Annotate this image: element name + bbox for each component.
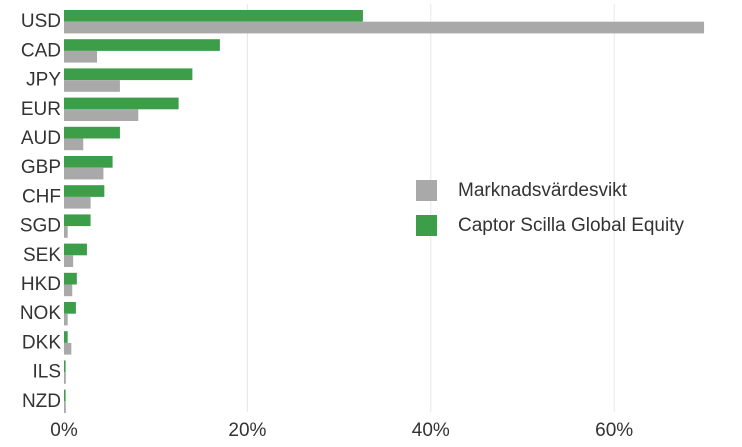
bar-aud-captor-scilla-global-equity <box>64 126 120 139</box>
bar-nzd-captor-scilla-global-equity <box>64 389 66 402</box>
category-label-nok: NOK <box>20 303 62 324</box>
category-label-jpy: JPY <box>26 70 61 91</box>
bar-chf-captor-scilla-global-equity <box>64 185 105 197</box>
bar-dkk-captor-scilla-global-equity <box>64 331 68 343</box>
bar-sgd-captor-scilla-global-equity <box>64 214 91 227</box>
legend-label-captor-scilla-global-equity: Captor Scilla Global Equity <box>458 215 684 236</box>
bar-nzd-marknadsv-rdesvikt <box>64 401 66 413</box>
bar-nok-marknadsv-rdesvikt <box>64 313 68 326</box>
bar-eur-marknadsv-rdesvikt <box>64 109 139 121</box>
bar-usd-marknadsv-rdesvikt <box>64 21 705 34</box>
bar-gbp-marknadsv-rdesvikt <box>64 167 104 180</box>
x-tick-label-40: 40% <box>412 420 450 441</box>
category-label-hkd: HKD <box>21 274 61 295</box>
legend-label-marknadsv-rdesvikt: Marknadsvärdesvikt <box>458 180 628 201</box>
category-label-nzd: NZD <box>22 391 61 412</box>
bar-cad-captor-scilla-global-equity <box>64 39 220 51</box>
bar-ils-captor-scilla-global-equity <box>64 360 66 373</box>
category-labels: USD CAD JPY EUR AUD GBP CHF SGD SEK HKD NOK DKK ILS N… <box>20 11 62 412</box>
category-label-dkk: DKK <box>22 332 61 353</box>
bar-usd-captor-scilla-global-equity <box>64 10 363 22</box>
bar-sek-captor-scilla-global-equity <box>64 243 87 256</box>
category-label-chf: CHF <box>22 186 61 207</box>
category-label-cad: CAD <box>21 40 61 61</box>
legend: Marknadsvärdesvikt Captor Scilla Global E… <box>416 180 684 236</box>
category-label-sek: SEK <box>23 245 61 266</box>
bar-gbp-captor-scilla-global-equity <box>64 156 113 168</box>
x-tick-label-20: 20% <box>228 420 266 441</box>
grid-lines <box>246 4 615 412</box>
bar-eur-captor-scilla-global-equity <box>64 97 179 110</box>
bar-chf-marknadsv-rdesvikt <box>64 196 91 209</box>
category-label-usd: USD <box>21 11 61 32</box>
category-label-gbp: GBP <box>21 157 61 178</box>
bar-dkk-marknadsv-rdesvikt <box>64 342 72 355</box>
category-label-aud: AUD <box>21 128 61 149</box>
bar-sek-marknadsv-rdesvikt <box>64 255 74 267</box>
bar-hkd-captor-scilla-global-equity <box>64 272 77 285</box>
x-tick-label-0: 0% <box>50 420 78 441</box>
x-tick-label-60: 60% <box>595 420 633 441</box>
bar-jpy-marknadsv-rdesvikt <box>64 80 120 92</box>
category-label-ils: ILS <box>32 362 61 383</box>
bar-nok-captor-scilla-global-equity <box>64 302 76 314</box>
x-axis-ticks: 0% 20% 40% 60% <box>50 420 633 441</box>
legend-swatch-marknadsv-rdesvikt <box>416 180 437 201</box>
bars <box>64 10 705 413</box>
bar-sgd-marknadsv-rdesvikt <box>64 226 68 238</box>
legend-swatch-captor-scilla-global-equity <box>416 215 437 236</box>
bar-jpy-captor-scilla-global-equity <box>64 68 193 81</box>
category-label-eur: EUR <box>21 99 61 120</box>
bar-aud-marknadsv-rdesvikt <box>64 138 84 151</box>
bar-hkd-marknadsv-rdesvikt <box>64 284 73 297</box>
bar-ils-marknadsv-rdesvikt <box>64 372 66 384</box>
bar-cad-marknadsv-rdesvikt <box>64 50 98 63</box>
category-label-sgd: SGD <box>20 216 61 237</box>
